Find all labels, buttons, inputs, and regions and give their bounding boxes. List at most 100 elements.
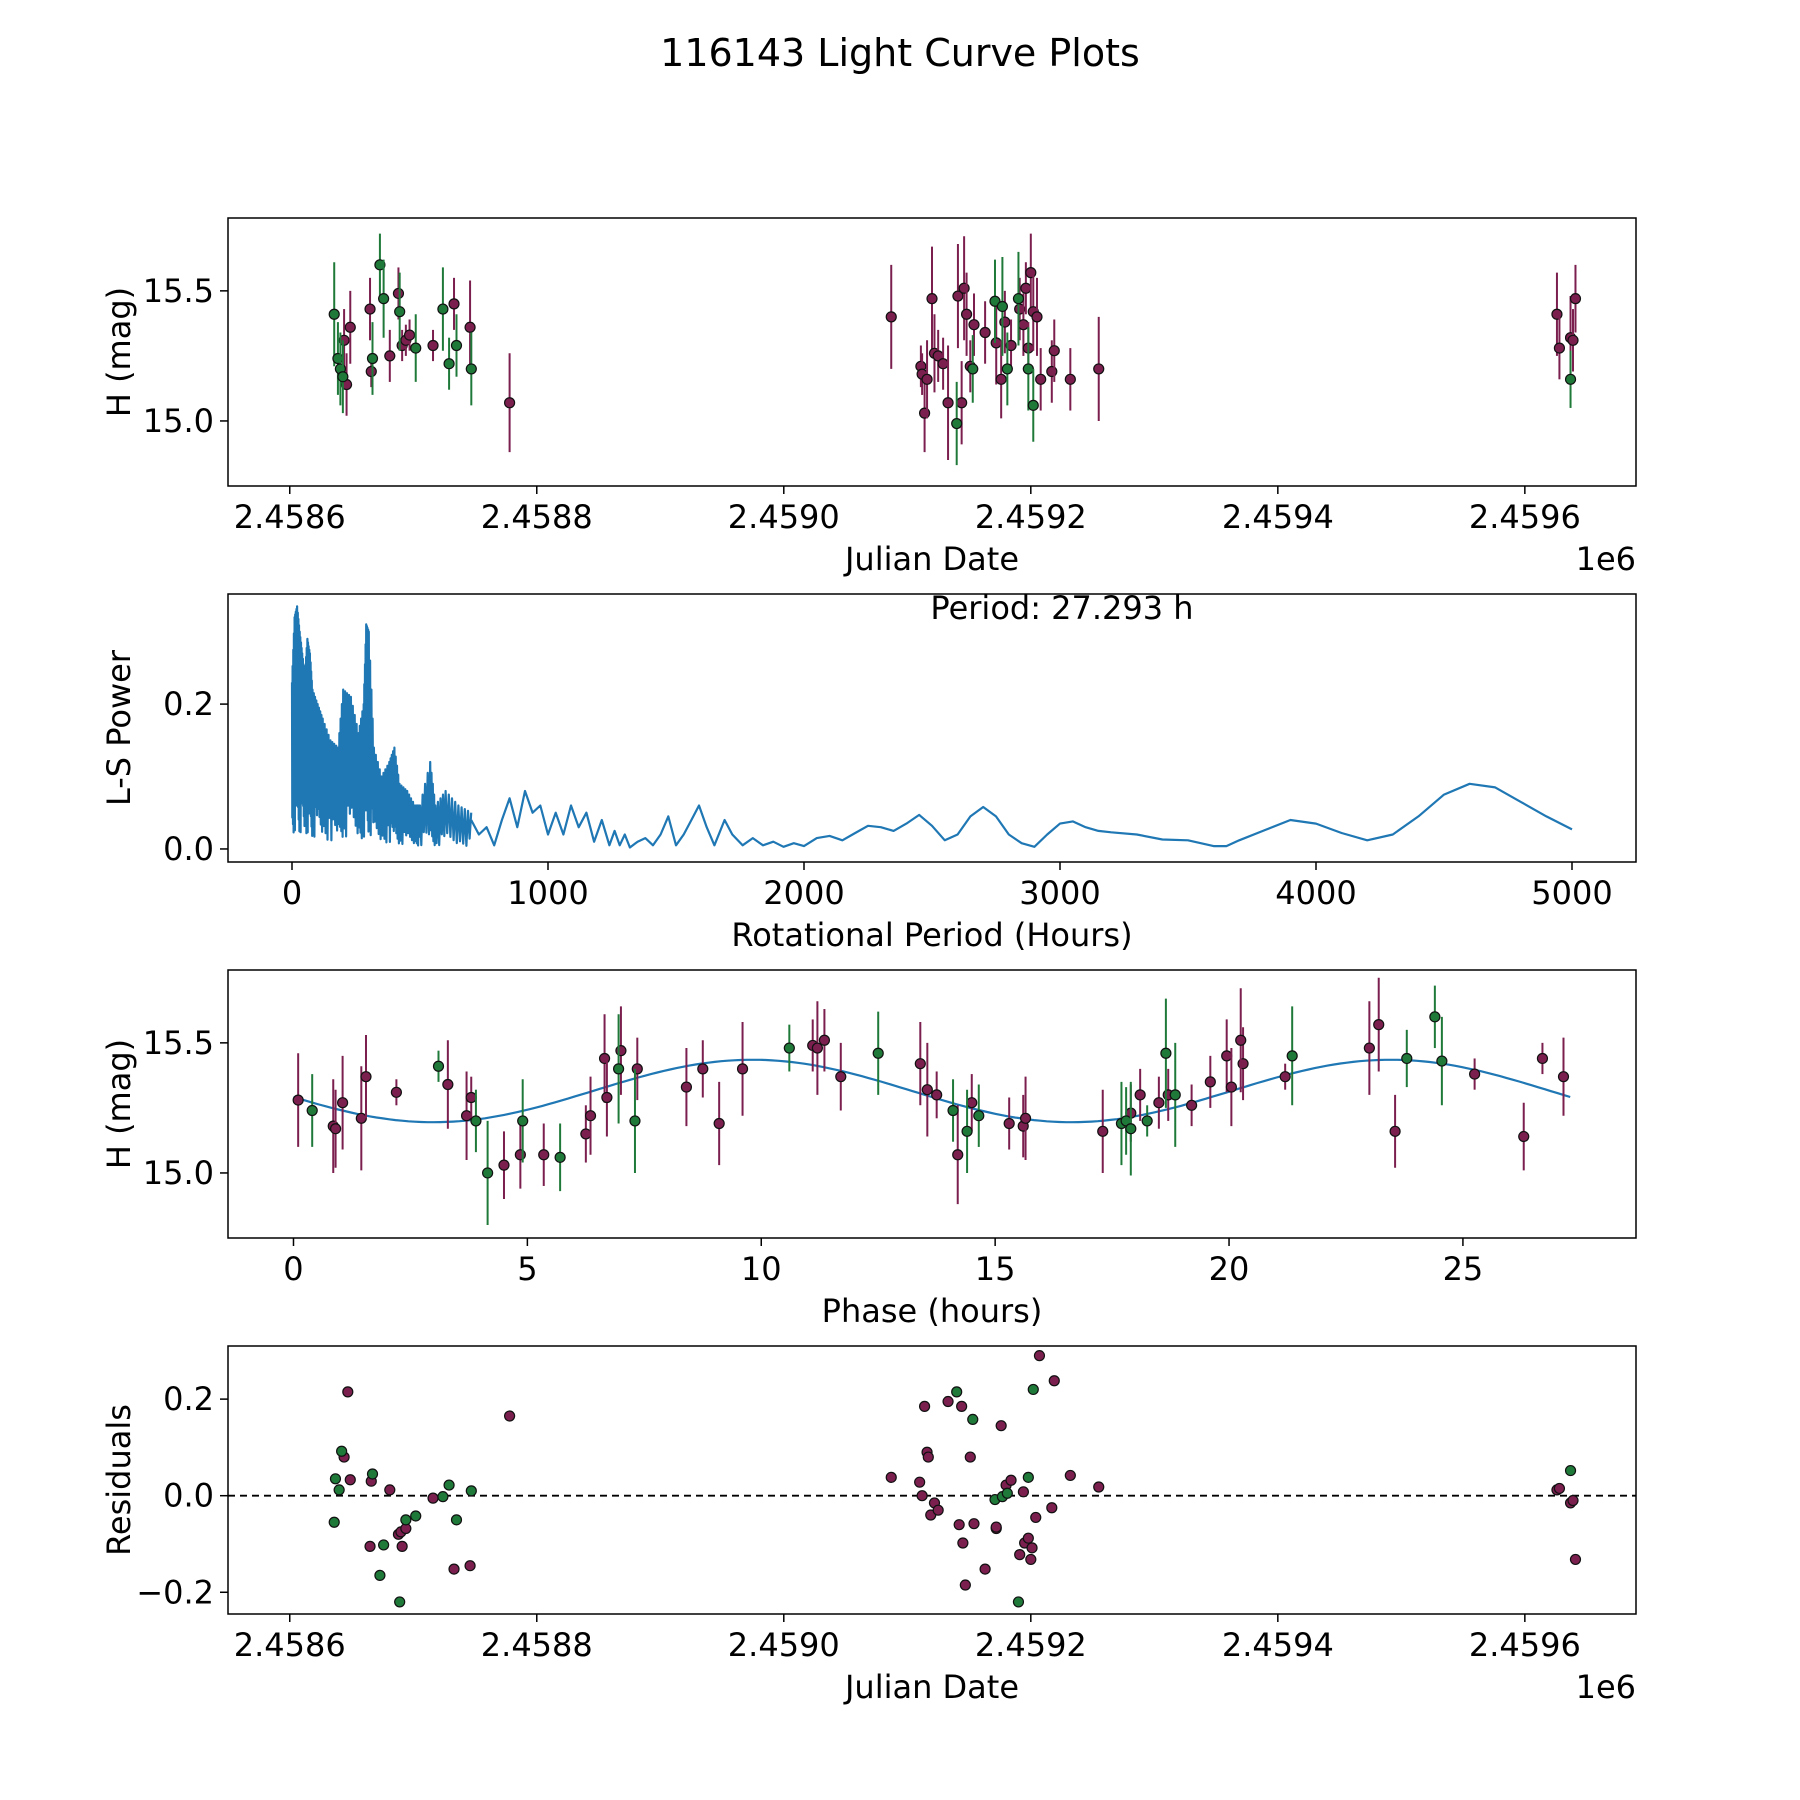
data-point <box>329 1123 342 1135</box>
data-point <box>584 1110 597 1122</box>
data-point <box>344 1474 356 1486</box>
data-point <box>1012 293 1025 305</box>
data-point <box>922 1451 934 1463</box>
data-point <box>364 1540 376 1552</box>
data-point <box>400 1514 412 1526</box>
x-tick-label: 3000 <box>1019 874 1100 912</box>
axes-frame <box>227 593 1637 863</box>
data-point <box>918 1400 931 1412</box>
plot-area <box>328 233 1582 466</box>
data-point <box>996 300 1009 313</box>
data-point <box>999 316 1011 328</box>
y-tick-label: 0.0 <box>163 1477 214 1515</box>
data-point <box>872 1047 884 1059</box>
x-tick-label: 2.4594 <box>1222 498 1334 536</box>
x-axis-label: Julian Date <box>843 540 1019 578</box>
data-point <box>366 1468 379 1480</box>
y-axis-label: Residuals <box>100 1404 138 1556</box>
data-point <box>835 1071 847 1083</box>
data-point <box>306 1104 318 1117</box>
y-axis-label: L-S Power <box>100 649 138 806</box>
data-point <box>1046 1502 1058 1514</box>
data-point <box>885 311 897 323</box>
data-point <box>990 1521 1002 1533</box>
data-point <box>1001 363 1013 375</box>
data-point <box>956 1400 968 1412</box>
data-point <box>1097 1125 1109 1137</box>
data-point <box>333 1484 345 1496</box>
data-point <box>384 350 396 362</box>
x-tick-label: 1000 <box>507 874 588 912</box>
data-point <box>384 1484 396 1496</box>
data-point <box>465 1485 477 1497</box>
data-point <box>1014 1549 1026 1561</box>
data-point <box>1221 1050 1233 1062</box>
data-point <box>885 1471 897 1483</box>
data-point <box>1551 308 1563 320</box>
data-point <box>1436 1055 1448 1067</box>
data-point <box>450 339 463 352</box>
data-point <box>1093 1481 1105 1493</box>
data-point <box>1401 1052 1413 1065</box>
data-point <box>337 371 349 383</box>
data-point <box>394 306 406 318</box>
data-point <box>437 303 449 315</box>
data-point <box>1389 1125 1401 1137</box>
data-point <box>338 334 350 346</box>
x-axis-label: Phase (hours) <box>822 1292 1043 1330</box>
x-tick-label: 25 <box>1443 1250 1484 1288</box>
x-tick-label: 20 <box>1209 1250 1250 1288</box>
data-point <box>1005 1474 1017 1486</box>
data-point <box>1033 1350 1046 1362</box>
data-point <box>1022 1471 1034 1483</box>
data-point <box>374 1569 386 1581</box>
data-point <box>1125 1123 1137 1135</box>
data-point <box>329 1473 342 1485</box>
plot-area <box>228 1350 1636 1608</box>
x-tick-label: 5 <box>517 1250 537 1288</box>
x-axis-label: Rotational Period (Hours) <box>731 916 1132 954</box>
data-point <box>916 1490 928 1502</box>
data-point <box>378 293 390 305</box>
y-tick-label: 15.5 <box>143 1024 214 1062</box>
x-axis-label: Julian Date <box>843 1668 1019 1706</box>
data-point <box>427 339 439 352</box>
data-point <box>1373 1019 1385 1031</box>
y-tick-label: 0.2 <box>163 685 214 723</box>
data-point <box>328 308 340 320</box>
x-offset-label: 1e6 <box>1576 1668 1636 1706</box>
data-point <box>396 1540 408 1552</box>
data-point <box>378 1539 390 1551</box>
x-tick-label: 2.4588 <box>481 1626 593 1664</box>
data-point <box>366 352 379 365</box>
data-point <box>465 363 477 375</box>
data-point <box>554 1151 566 1163</box>
data-point <box>470 1115 482 1127</box>
data-point <box>1025 267 1037 279</box>
data-point <box>811 1042 823 1054</box>
axes-frame <box>227 217 1637 487</box>
data-point <box>448 298 460 310</box>
x-tick-label: 2.4594 <box>1222 1626 1334 1664</box>
data-point <box>960 308 973 320</box>
data-point <box>968 1518 980 1530</box>
data-point <box>482 1167 494 1179</box>
period-annotation: Period: 27.293 h <box>930 589 1193 627</box>
data-point <box>1186 1099 1198 1111</box>
data-point <box>598 1052 611 1065</box>
data-point <box>1025 1553 1037 1566</box>
data-point <box>1026 1542 1038 1554</box>
plot-area <box>290 605 1573 849</box>
data-point <box>1022 363 1034 375</box>
periodogram-line <box>470 782 1573 849</box>
data-point <box>1160 1047 1172 1059</box>
data-point <box>914 1476 926 1488</box>
data-point <box>1017 1486 1029 1498</box>
data-point <box>1204 1076 1216 1088</box>
light-curve-panel: 2.4586 2.4588 2.4590 2.4592 2.4594 2.4596 15.0… <box>100 217 1637 578</box>
y-axis-label: H (mag) <box>100 1039 138 1169</box>
data-point <box>1567 1494 1579 1507</box>
phased-curve-panel: 0 5 10 15 20 25 15.0 15.5 Phase (hours) H (mag) <box>100 969 1637 1330</box>
data-point <box>601 1091 613 1104</box>
